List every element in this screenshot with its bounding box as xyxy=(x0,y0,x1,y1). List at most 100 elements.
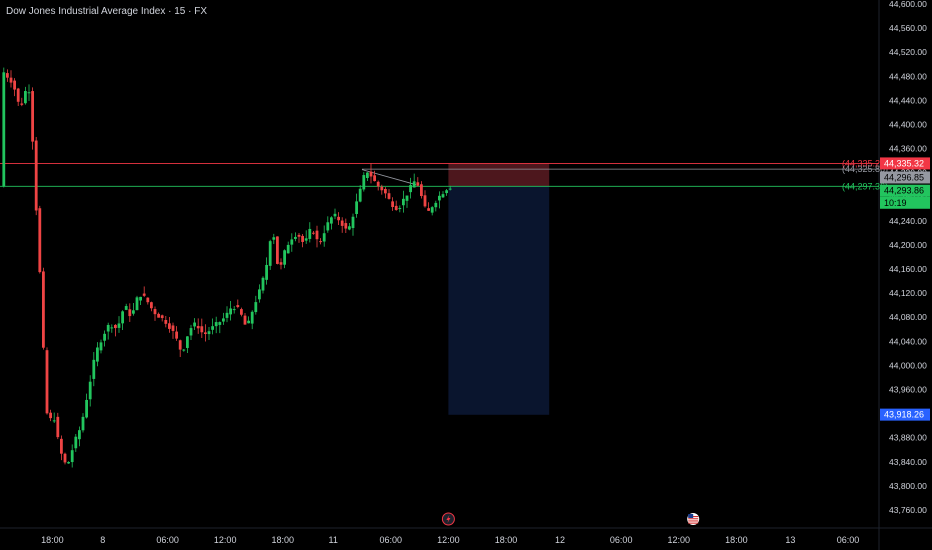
y-tick-label: 44,120.00 xyxy=(889,288,927,298)
y-tick-label: 44,400.00 xyxy=(889,119,927,129)
candle xyxy=(445,190,448,194)
flash-bolt xyxy=(446,515,451,523)
candle xyxy=(132,310,135,314)
flag-stripe xyxy=(688,522,699,524)
candle xyxy=(430,207,434,213)
candle xyxy=(42,271,45,348)
y-tick-label: 44,360.00 xyxy=(889,144,927,154)
candle xyxy=(49,412,52,419)
price-label-bg xyxy=(880,196,930,209)
candle xyxy=(258,289,261,300)
candle xyxy=(373,175,376,182)
y-tick-label: 44,280.00 xyxy=(889,192,927,202)
x-tick-label: 12:00 xyxy=(668,535,691,545)
candle xyxy=(207,331,211,335)
candle xyxy=(405,195,409,201)
candle xyxy=(322,233,326,242)
x-tick-label: 06:00 xyxy=(610,535,633,545)
candle xyxy=(326,222,330,231)
candle xyxy=(103,333,106,341)
candle xyxy=(402,198,405,206)
candle xyxy=(319,241,322,243)
candle xyxy=(178,340,182,350)
candle xyxy=(333,213,337,217)
y-tick-label: 44,520.00 xyxy=(889,47,927,57)
x-tick-label: 12:00 xyxy=(437,535,460,545)
candle xyxy=(409,185,412,193)
candle xyxy=(38,208,42,273)
candle xyxy=(193,322,196,327)
candle xyxy=(340,220,344,226)
candle xyxy=(315,230,319,240)
candle xyxy=(427,208,430,211)
x-tick-label: 13 xyxy=(785,535,795,545)
candle xyxy=(240,309,243,315)
candle xyxy=(204,332,207,334)
candle xyxy=(88,381,92,400)
candle xyxy=(222,318,225,322)
candle xyxy=(186,336,189,348)
chart-title: Dow Jones Industrial Average Index · 15 … xyxy=(6,6,208,17)
candle xyxy=(16,88,20,102)
candle xyxy=(416,182,420,186)
candle xyxy=(2,72,6,187)
candle xyxy=(171,325,175,331)
candle xyxy=(150,302,153,309)
candle xyxy=(438,195,441,201)
candle xyxy=(351,216,355,229)
candle xyxy=(70,450,74,463)
candle xyxy=(276,236,279,264)
candle xyxy=(337,216,340,221)
candle xyxy=(9,77,13,83)
x-tick-label: 12:00 xyxy=(214,535,237,545)
y-tick-label: 44,600.00 xyxy=(889,0,927,9)
candle xyxy=(254,302,258,313)
flag-canton xyxy=(688,514,694,518)
candle xyxy=(243,315,247,325)
candle xyxy=(56,416,60,438)
x-tick-label: 06:00 xyxy=(156,535,179,545)
candle xyxy=(24,91,27,104)
candle xyxy=(301,235,304,242)
candle xyxy=(330,217,333,224)
candle xyxy=(110,327,114,329)
y-tick-label: 44,440.00 xyxy=(889,95,927,105)
candle xyxy=(391,201,394,207)
candle xyxy=(236,305,240,308)
candle xyxy=(52,420,56,422)
candle xyxy=(355,201,358,214)
candle xyxy=(157,313,160,318)
candle xyxy=(160,315,164,319)
candle xyxy=(31,91,34,142)
x-tick-label: 11 xyxy=(329,535,338,545)
risk-zone xyxy=(448,163,550,187)
candle xyxy=(232,309,236,311)
candle xyxy=(6,73,9,78)
candle xyxy=(247,320,250,324)
horizontal-line-label: (44,325.86) xyxy=(842,164,888,174)
candle xyxy=(434,202,438,208)
y-tick-label: 44,560.00 xyxy=(889,23,927,33)
candle xyxy=(117,323,121,328)
candle xyxy=(420,184,423,197)
candle xyxy=(441,194,445,198)
y-tick-label: 43,800.00 xyxy=(889,481,927,491)
candle xyxy=(124,306,128,310)
candle xyxy=(168,323,171,329)
candle xyxy=(358,188,362,202)
candle xyxy=(74,436,78,449)
candle xyxy=(211,326,214,330)
candle xyxy=(348,226,351,230)
x-tick-label: 18:00 xyxy=(495,535,518,545)
price-label: 10:19 xyxy=(884,198,907,208)
x-tick-label: 18:00 xyxy=(41,535,64,545)
candle xyxy=(189,328,193,336)
candle xyxy=(196,325,200,329)
flag-stripe xyxy=(688,520,699,522)
candle xyxy=(376,181,380,187)
y-tick-label: 44,160.00 xyxy=(889,264,927,274)
candle xyxy=(139,296,142,301)
candle xyxy=(279,262,283,265)
y-tick-label: 44,240.00 xyxy=(889,216,927,226)
